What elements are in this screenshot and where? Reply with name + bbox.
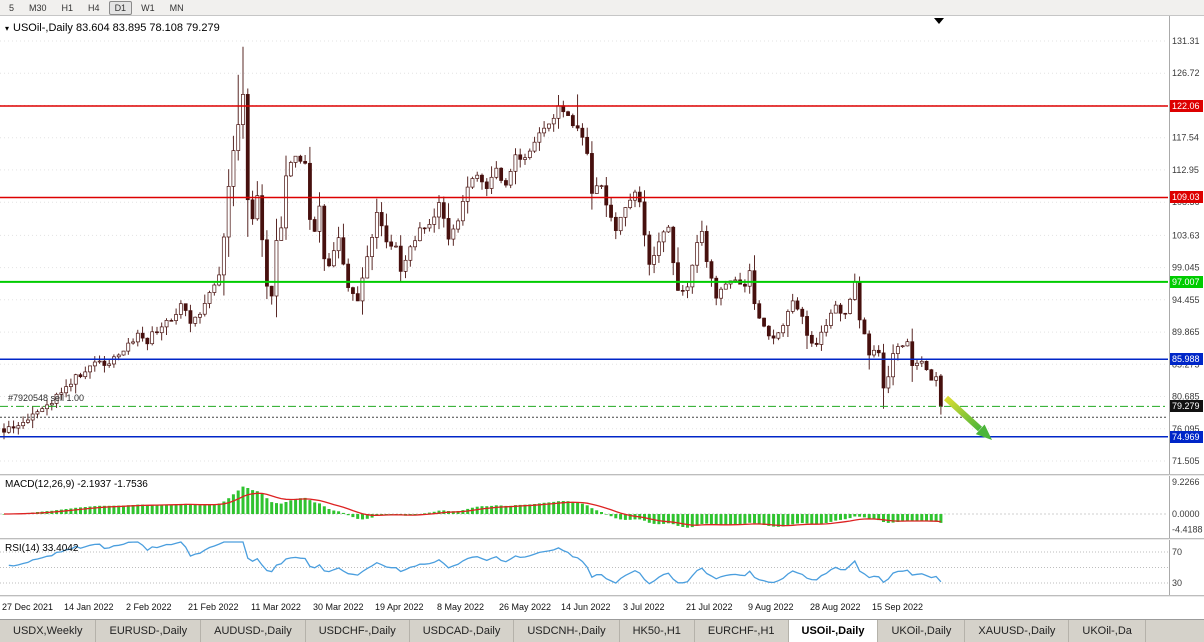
time-axis-label: 14 Jun 2022: [561, 602, 611, 612]
rsi-line: [8, 541, 942, 585]
time-axis-label: 21 Feb 2022: [188, 602, 239, 612]
chart-tab-hk50-h1[interactable]: HK50-,H1: [620, 620, 695, 642]
time-axis-label: 9 Aug 2022: [748, 602, 794, 612]
timeframe-button-5[interactable]: 5: [9, 2, 15, 13]
chart-tab-usoil-daily[interactable]: USOil-,Daily: [788, 620, 879, 642]
svg-text:131.31: 131.31: [1172, 36, 1200, 46]
timeframe-button-w1[interactable]: W1: [141, 2, 155, 13]
chart-tab-audusd-daily[interactable]: AUDUSD-,Daily: [201, 620, 306, 642]
svg-text:80.685: 80.685: [1172, 392, 1200, 402]
chart-tabs-bar: USDX,Weekly EURUSD-,Daily AUDUSD-,Daily USD…: [0, 619, 1204, 642]
time-axis-label: 19 Apr 2022: [375, 602, 424, 612]
time-axis-label: 2 Feb 2022: [126, 602, 172, 612]
svg-text:126.72: 126.72: [1172, 68, 1200, 78]
macd-indicator-pane[interactable]: 9.2266 0.0000 -4.4188 MACD(12,26,9) -2.193…: [0, 476, 1204, 538]
candles: [2, 46, 943, 440]
timeframe-button-h4[interactable]: H4: [88, 2, 100, 13]
timeframe-button-d1[interactable]: D1: [108, 0, 133, 15]
svg-text:-4.4188: -4.4188: [1172, 524, 1203, 534]
svg-text:70: 70: [1172, 547, 1182, 557]
svg-text:94.455: 94.455: [1172, 295, 1200, 305]
chart-shift-marker-icon[interactable]: [934, 18, 944, 24]
chart-title: USOil-,Daily 83.604 83.895 78.108 79.279: [13, 22, 220, 34]
svg-text:99.045: 99.045: [1172, 263, 1200, 273]
price-chart-pane[interactable]: 131.31 126.72 122.13 117.54 112.95 108.36 103.…: [0, 16, 1204, 474]
svg-text:112.95: 112.95: [1172, 165, 1199, 175]
price-grid: [0, 40, 1168, 462]
time-axis-label: 26 May 2022: [499, 602, 552, 612]
chart-tab-ukoil-daily[interactable]: UKOil-,Daily: [878, 620, 966, 642]
pane-separator[interactable]: [0, 538, 1204, 540]
time-axis: 27 Dec 2021 14 Jan 2022 2 Feb 2022 21 Feb 2…: [0, 597, 1204, 619]
time-axis-label: 15 Sep 2022: [872, 602, 924, 612]
rsi-canvas[interactable]: 70 30: [0, 540, 1204, 595]
svg-text:76.095: 76.095: [1172, 424, 1200, 434]
rsi-axis-ticks: 70 30: [1172, 547, 1182, 588]
svg-text:9.2266: 9.2266: [1172, 477, 1200, 487]
macd-canvas[interactable]: 9.2266 0.0000 -4.4188: [0, 476, 1204, 538]
rsi-indicator-pane[interactable]: 70 30 RSI(14) 33.4042: [0, 540, 1204, 595]
timeframe-button-h1[interactable]: H1: [61, 2, 74, 13]
time-axis-label: 21 Jul 2022: [686, 602, 733, 612]
chart-tab-ukoil-da[interactable]: UKOil-,Da: [1069, 620, 1146, 642]
svg-text:108.36: 108.36: [1172, 197, 1200, 207]
rsi-label: RSI(14) 33.4042: [5, 543, 79, 554]
timeframe-button-mn[interactable]: MN: [169, 2, 184, 13]
svg-text:71.505: 71.505: [1172, 456, 1200, 466]
macd-signal-line: [4, 492, 941, 527]
chart-tab-usdcad-daily[interactable]: USDCAD-,Daily: [410, 620, 515, 642]
svg-text:0.0000: 0.0000: [1172, 509, 1200, 519]
pane-separator[interactable]: [0, 474, 1204, 476]
svg-text:85.275: 85.275: [1172, 359, 1200, 369]
sell-arrow-annotation: [943, 395, 992, 440]
time-axis-label: 11 Mar 2022: [251, 602, 301, 612]
svg-text:103.63: 103.63: [1172, 230, 1200, 240]
timeframe-toolbar: 5 M30 H1 H4 D1 W1 MN: [0, 0, 1204, 16]
chart-tab-eurusd-daily[interactable]: EURUSD-,Daily: [96, 620, 202, 642]
macd-label: MACD(12,26,9) -2.1937 -1.7536: [5, 479, 148, 490]
time-axis-label: 3 Jul 2022: [623, 602, 665, 612]
chart-tab-usdchf-daily[interactable]: USDCHF-,Daily: [306, 620, 410, 642]
macd-axis-ticks: 9.2266 0.0000 -4.4188: [1172, 477, 1203, 534]
chart-tab-xauusd-daily[interactable]: XAUUSD-,Daily: [965, 620, 1070, 642]
chart-tab-eurchf-h1[interactable]: EURCHF-,H1: [695, 620, 789, 642]
time-axis-label: 30 Mar 2022: [313, 602, 364, 612]
price-chart-canvas[interactable]: 131.31 126.72 122.13 117.54 112.95 108.36 103.…: [0, 16, 1204, 474]
svg-text:117.54: 117.54: [1172, 133, 1199, 143]
pane-separator: [0, 595, 1204, 597]
svg-text:89.865: 89.865: [1172, 327, 1200, 337]
timeframe-button-m30[interactable]: M30: [29, 2, 47, 13]
svg-text:122.13: 122.13: [1172, 101, 1200, 111]
chart-dropdown-icon: ▾: [5, 24, 10, 33]
time-axis-label: 27 Dec 2021: [2, 602, 54, 612]
time-axis-label: 28 Aug 2022: [810, 602, 861, 612]
chart-title-row: ▾ USOil-,Daily 83.604 83.895 78.108 79.27…: [5, 22, 220, 34]
open-order-label: #7920548 sell 1.00: [8, 393, 85, 403]
chart-tab-usdx-weekly[interactable]: USDX,Weekly: [0, 620, 97, 642]
svg-text:30: 30: [1172, 578, 1182, 588]
price-axis-ticks: 131.31 126.72 122.13 117.54 112.95 108.36 103.…: [1172, 36, 1200, 466]
time-axis-label: 14 Jan 2022: [64, 602, 114, 612]
macd-histogram: [2, 486, 943, 528]
chart-tab-usdcnh-daily[interactable]: USDCNH-,Daily: [514, 620, 620, 642]
rsi-levels: [0, 551, 1168, 584]
horizontal-level-lines[interactable]: [0, 105, 1168, 438]
time-axis-label: 8 May 2022: [437, 602, 485, 612]
